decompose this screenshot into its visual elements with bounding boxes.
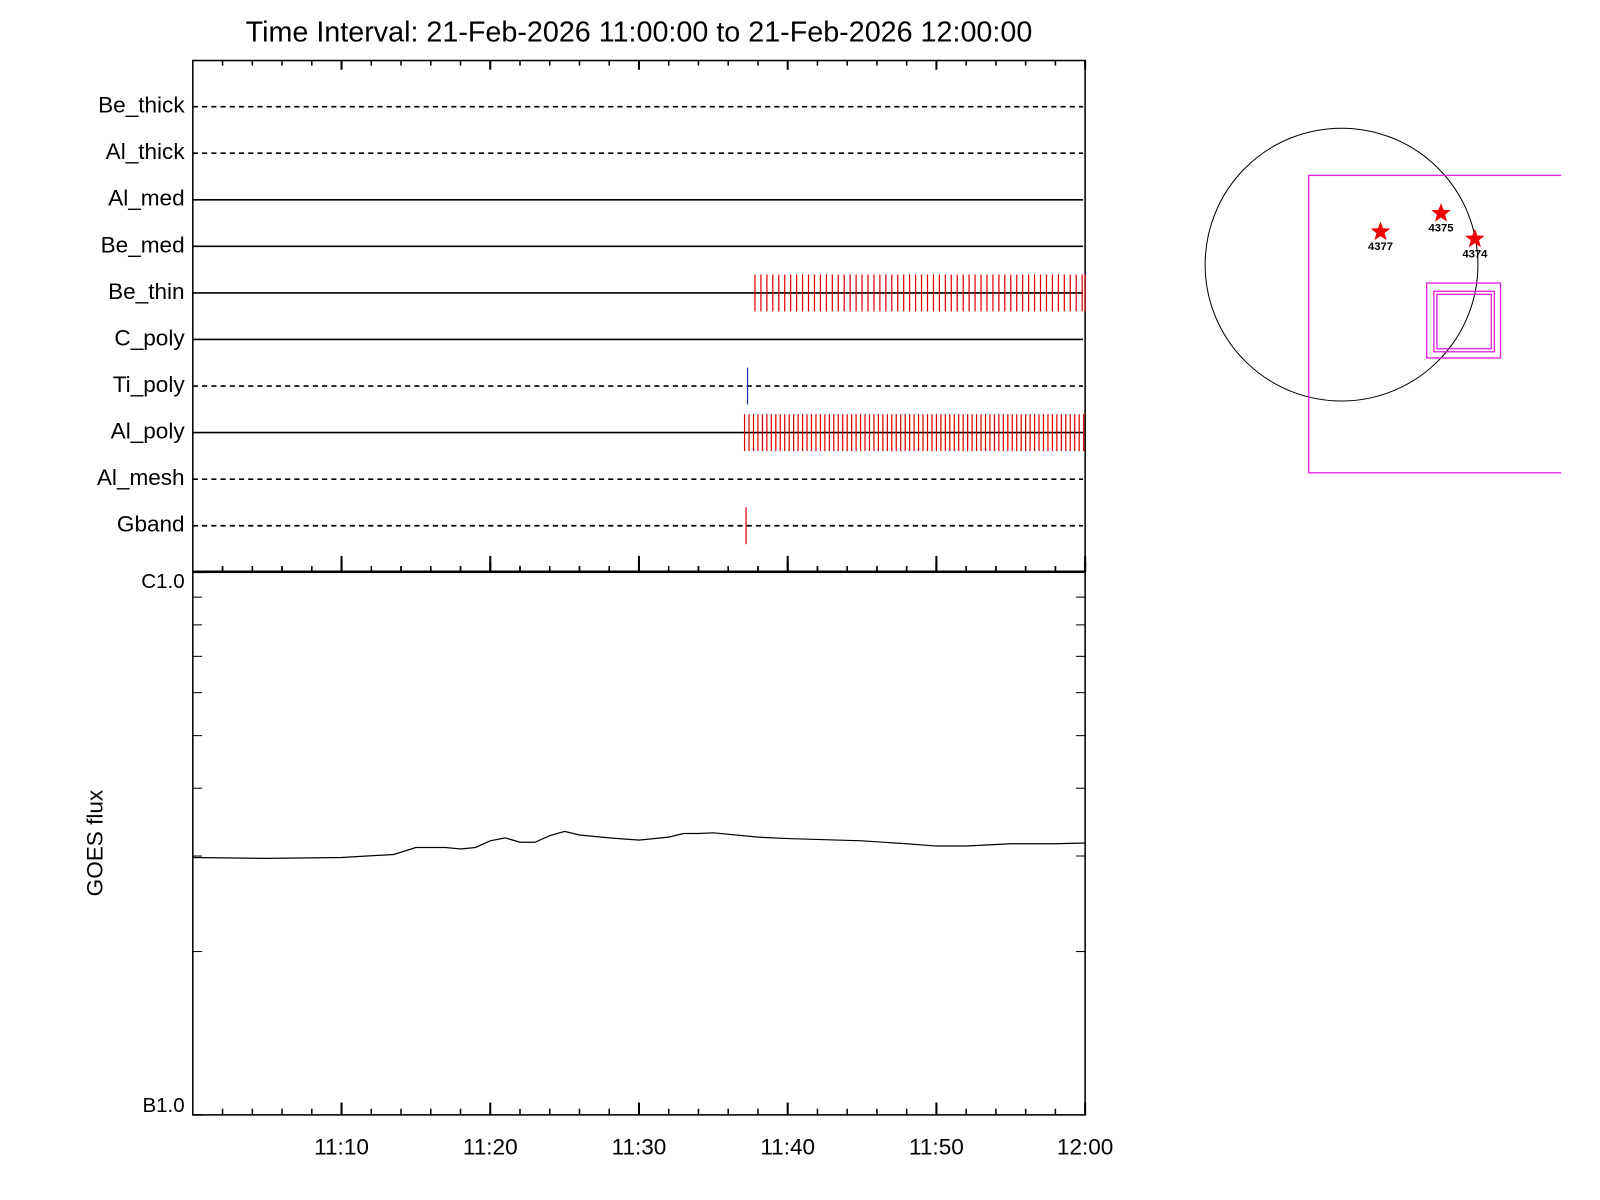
row-label: Ti_poly (113, 372, 186, 397)
row-label: Gband (117, 512, 185, 537)
region-label: 4377 (1368, 241, 1393, 253)
row-label: Be_thin (108, 279, 184, 304)
page-clip (1561, 164, 1600, 483)
goes-curve (192, 830, 1086, 859)
fov-box (1436, 293, 1492, 350)
row-label: Be_thick (98, 93, 185, 118)
row-label: Al_poly (111, 419, 186, 444)
row-label: Al_med (108, 186, 184, 211)
region-label: 4374 (1462, 248, 1488, 260)
y-tick-label: B1.0 (142, 1094, 184, 1117)
x-tick-label: 11:30 (612, 1135, 667, 1160)
x-tick-label: 12:00 (1057, 1135, 1113, 1160)
x-tick-label: 11:40 (760, 1135, 815, 1160)
goes-frame (192, 571, 1086, 1116)
y-axis-label: GOES flux (82, 789, 107, 896)
chart-title: Time Interval: 21-Feb-2026 11:00:00 to 2… (246, 16, 1033, 48)
fov-box (1308, 174, 1577, 474)
fov-box (1425, 282, 1502, 359)
solar-disk (1204, 127, 1479, 402)
row-label: Be_med (101, 232, 185, 257)
timeline-frame (192, 59, 1086, 573)
row-label: C_poly (114, 325, 185, 350)
region-star (1431, 203, 1451, 222)
region-star (1370, 221, 1391, 241)
fov-box (1433, 290, 1496, 353)
region-star (1465, 228, 1485, 248)
y-tick-label: C1.0 (141, 570, 184, 593)
row-label: Al_thick (106, 139, 186, 164)
x-tick-label: 11:10 (314, 1135, 369, 1160)
row-label: Al_mesh (97, 465, 185, 490)
region-label: 4375 (1428, 223, 1453, 235)
x-tick-label: 11:20 (463, 1135, 518, 1160)
x-tick-label: 11:50 (909, 1135, 964, 1160)
